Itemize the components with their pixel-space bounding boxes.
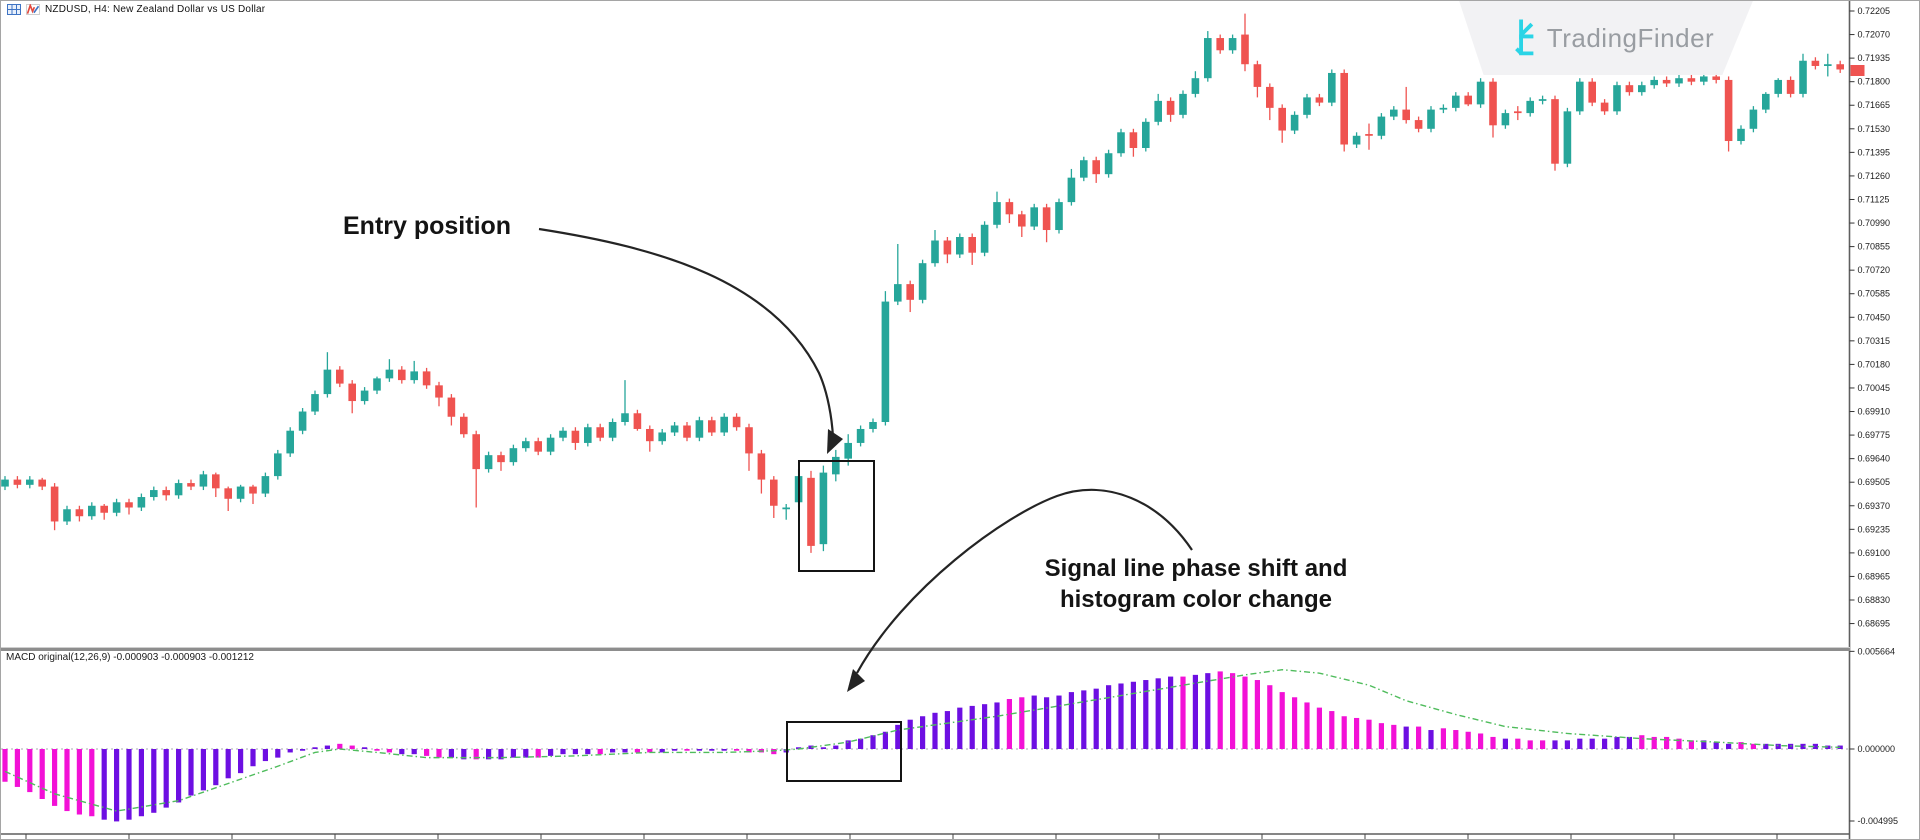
watermark-banner: TradingFinder (1459, 1, 1753, 75)
signal-shift-label: Signal line phase shift and histogram co… (981, 553, 1411, 615)
entry-position-label: Entry position (343, 212, 512, 240)
svg-text:0.72070: 0.72070 (1858, 30, 1891, 40)
macd-highlight-box (786, 721, 902, 782)
chart-title-bar: NZDUSD, H4: New Zealand Dollar vs US Dol… (7, 4, 265, 15)
svg-text:0.69100: 0.69100 (1858, 548, 1891, 558)
tradingfinder-logo-icon (1514, 19, 1534, 56)
svg-text:0.71395: 0.71395 (1858, 147, 1891, 157)
candlestick-series (1, 13, 1844, 553)
svg-text:0.71260: 0.71260 (1858, 171, 1891, 181)
svg-text:0.68965: 0.68965 (1858, 571, 1891, 581)
chart-title: NZDUSD, H4: New Zealand Dollar vs US Dol… (45, 4, 266, 15)
svg-text:0.69910: 0.69910 (1858, 407, 1891, 417)
svg-text:-0.004995: -0.004995 (1858, 816, 1899, 826)
svg-text:0.68695: 0.68695 (1858, 619, 1891, 629)
svg-text:0.005664: 0.005664 (1858, 646, 1896, 656)
svg-text:0.72205: 0.72205 (1858, 6, 1891, 16)
time-axis[interactable] (1, 835, 1850, 839)
svg-text:0.69370: 0.69370 (1858, 501, 1891, 511)
macd-histogram (1, 668, 1849, 822)
entry-highlight-box (798, 460, 875, 572)
svg-text:0.70180: 0.70180 (1858, 359, 1891, 369)
chart-grid-icon (7, 4, 21, 15)
macd-indicator-label: MACD original(12,26,9) -0.000903 -0.0009… (6, 652, 254, 663)
price-axis[interactable] (1850, 1, 1919, 834)
tradingfinder-brand-text: TradingFinder (1546, 22, 1715, 53)
svg-text:0.68830: 0.68830 (1858, 595, 1891, 605)
svg-text:0.000000: 0.000000 (1858, 744, 1896, 754)
svg-text:0.71935: 0.71935 (1858, 53, 1891, 63)
signal-shift-line1: Signal line phase shift and (1044, 555, 1348, 582)
svg-text:0.70990: 0.70990 (1858, 218, 1891, 228)
symbol-book-icon (26, 4, 40, 15)
svg-text:0.71665: 0.71665 (1858, 100, 1891, 110)
svg-text:0.71530: 0.71530 (1858, 124, 1891, 134)
svg-text:0.70450: 0.70450 (1858, 312, 1891, 322)
svg-text:0.70855: 0.70855 (1858, 242, 1891, 252)
svg-text:0.69640: 0.69640 (1858, 454, 1891, 464)
panel-separator[interactable] (1, 647, 1850, 651)
svg-text:0.70585: 0.70585 (1858, 289, 1891, 299)
svg-text:0.69505: 0.69505 (1858, 477, 1891, 487)
svg-text:0.69235: 0.69235 (1858, 524, 1891, 534)
svg-text:0.70315: 0.70315 (1858, 336, 1891, 346)
svg-text:0.71800: 0.71800 (1858, 77, 1891, 87)
svg-text:0.69775: 0.69775 (1858, 430, 1891, 440)
svg-text:0.70720: 0.70720 (1858, 265, 1891, 275)
svg-text:0.70045: 0.70045 (1858, 383, 1891, 393)
signal-shift-line2: histogram color change (1059, 586, 1333, 613)
svg-text:0.71125: 0.71125 (1858, 194, 1890, 204)
